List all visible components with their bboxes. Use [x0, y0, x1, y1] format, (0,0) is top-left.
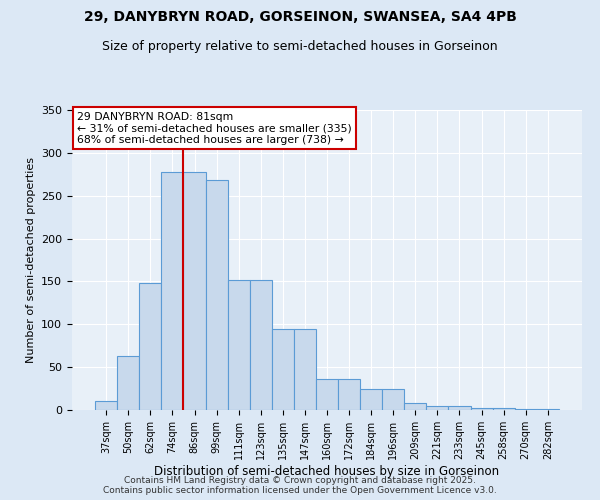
Bar	[272, 328, 294, 410]
Bar	[227, 280, 250, 410]
Bar	[537, 409, 559, 410]
Bar	[294, 328, 316, 410]
Bar	[427, 406, 448, 410]
Bar	[470, 408, 493, 410]
Text: 29, DANYBRYN ROAD, GORSEINON, SWANSEA, SA4 4PB: 29, DANYBRYN ROAD, GORSEINON, SWANSEA, S…	[83, 10, 517, 24]
Bar	[493, 408, 515, 410]
Bar	[161, 172, 184, 410]
Bar	[250, 280, 272, 410]
Bar	[139, 283, 161, 410]
Bar	[360, 390, 382, 410]
Text: Contains HM Land Registry data © Crown copyright and database right 2025.
Contai: Contains HM Land Registry data © Crown c…	[103, 476, 497, 495]
Bar	[382, 390, 404, 410]
Bar	[95, 402, 117, 410]
Y-axis label: Number of semi-detached properties: Number of semi-detached properties	[26, 157, 35, 363]
Bar	[404, 403, 427, 410]
Bar	[448, 406, 470, 410]
Bar	[316, 379, 338, 410]
Text: Size of property relative to semi-detached houses in Gorseinon: Size of property relative to semi-detach…	[102, 40, 498, 53]
Bar	[206, 180, 227, 410]
Bar	[184, 172, 206, 410]
X-axis label: Distribution of semi-detached houses by size in Gorseinon: Distribution of semi-detached houses by …	[154, 464, 500, 477]
Bar	[117, 356, 139, 410]
Bar	[515, 409, 537, 410]
Bar	[338, 379, 360, 410]
Text: 29 DANYBRYN ROAD: 81sqm
← 31% of semi-detached houses are smaller (335)
68% of s: 29 DANYBRYN ROAD: 81sqm ← 31% of semi-de…	[77, 112, 352, 144]
